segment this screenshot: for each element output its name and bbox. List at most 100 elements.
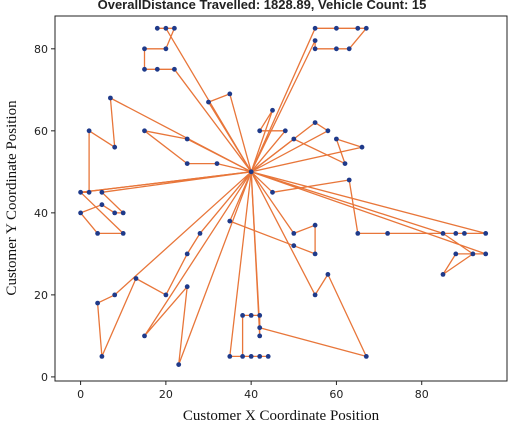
customer-point (240, 354, 246, 359)
customer-point (197, 231, 203, 236)
customer-point (154, 25, 160, 31)
customer-point (312, 120, 318, 125)
vehicle-route (250, 171, 367, 358)
x-axis-label: Customer X Coordinate Position (183, 408, 380, 424)
customer-point (355, 231, 361, 236)
customer-point (163, 25, 169, 31)
customer-point (176, 362, 182, 367)
x-tick-label: 0 (77, 388, 84, 401)
customer-point (108, 95, 113, 101)
customer-point (99, 189, 105, 195)
customer-point (291, 243, 297, 249)
customer-point (312, 292, 318, 298)
customer-point (359, 144, 365, 150)
y-tick-label: 60 (34, 125, 48, 138)
y-tick-label: 40 (34, 207, 48, 220)
customer-point (120, 210, 126, 216)
customer-point (112, 210, 118, 216)
customer-point (257, 325, 263, 331)
customer-point (227, 354, 233, 359)
customer-point (172, 25, 177, 31)
vehicle-route (250, 138, 363, 173)
customer-point (142, 66, 147, 72)
vehicle-route (143, 27, 252, 173)
customer-point (95, 300, 100, 306)
customer-point (184, 284, 190, 290)
customer-point (483, 231, 489, 236)
depot-point (248, 169, 254, 175)
x-tick-label: 20 (159, 388, 173, 401)
y-tick-label: 80 (34, 43, 48, 56)
customer-point (385, 231, 390, 236)
customer-point (453, 231, 459, 236)
customer-point (184, 161, 190, 167)
vehicle-route (250, 27, 367, 173)
customer-point (483, 251, 489, 257)
customer-point (270, 189, 275, 195)
customer-point (363, 25, 369, 31)
customer-point (282, 128, 288, 134)
customer-point (78, 189, 83, 195)
vehicle-route (79, 171, 252, 235)
customer-point (257, 313, 263, 318)
customer-point (142, 333, 147, 339)
customer-point (265, 354, 271, 359)
customer-point (257, 354, 263, 359)
plot-area (54, 15, 508, 382)
customer-point (355, 25, 361, 31)
customer-point (334, 136, 339, 142)
customer-point (346, 46, 352, 52)
customer-point (342, 161, 348, 167)
customer-point (112, 144, 118, 150)
customer-point (120, 231, 126, 236)
customer-point (227, 91, 233, 97)
customer-point (291, 136, 297, 142)
customer-point (470, 251, 476, 257)
customer-point (346, 177, 352, 183)
customer-point (240, 313, 246, 318)
customer-point (334, 46, 339, 52)
customer-point (142, 128, 147, 134)
customer-point (312, 251, 318, 257)
y-axis-label: Customer Y Coordinate Position (4, 100, 20, 296)
vehicle-route (143, 130, 252, 173)
customer-point (206, 99, 211, 105)
customer-point (248, 354, 254, 359)
x-tick-label: 40 (244, 388, 258, 401)
customer-point (440, 272, 446, 277)
customer-point (154, 66, 160, 72)
chart-title: OverallDistance Travelled: 1828.89, Vehi… (98, 0, 427, 12)
customer-point (312, 222, 318, 228)
customer-point (163, 292, 169, 298)
customer-point (334, 25, 339, 31)
customer-point (142, 46, 147, 52)
customer-point (312, 38, 318, 43)
customer-point (86, 128, 92, 134)
x-tick-label: 60 (329, 388, 343, 401)
customer-points (78, 25, 489, 367)
customer-point (462, 231, 467, 236)
y-tick-label: 20 (34, 289, 48, 302)
x-tick-label: 80 (415, 388, 429, 401)
customer-point (227, 218, 233, 224)
vehicle-route (207, 93, 252, 173)
customer-point (453, 251, 459, 257)
customer-point (99, 202, 105, 208)
customer-point (172, 66, 177, 72)
customer-point (133, 276, 139, 281)
customer-point (312, 46, 318, 52)
customer-point (95, 231, 100, 236)
customer-point (214, 161, 220, 167)
customer-point (270, 107, 275, 113)
customer-point (163, 46, 169, 52)
axis-ticks: 0 20 40 60 80 0 20 40 60 80 (34, 43, 429, 401)
customer-point (257, 128, 263, 134)
customer-point (99, 354, 105, 359)
customer-point (312, 25, 318, 31)
customer-point (184, 251, 190, 257)
customer-point (86, 189, 92, 195)
customer-point (440, 231, 446, 236)
customer-point (363, 354, 369, 359)
customer-point (78, 210, 83, 216)
